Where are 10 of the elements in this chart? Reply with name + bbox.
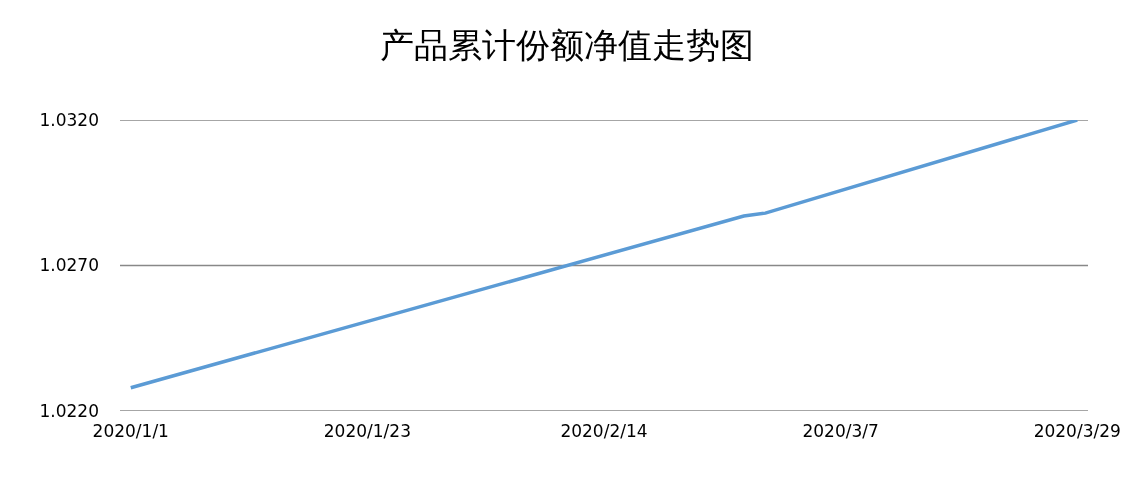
x-tick-label: 2020/3/29 bbox=[1033, 421, 1121, 441]
y-tick-label: 1.0220 bbox=[39, 400, 99, 421]
x-tick-label: 2020/1/23 bbox=[323, 421, 411, 441]
line-series bbox=[129, 120, 1079, 390]
y-tick-label: 1.0270 bbox=[39, 255, 99, 276]
chart-title: 产品累计份额净值走势图 bbox=[379, 25, 754, 66]
x-tick-label: 2020/3/7 bbox=[802, 421, 879, 441]
x-tick-label: 2020/2/14 bbox=[560, 421, 648, 441]
y-tick-label: 1.0320 bbox=[39, 109, 99, 130]
x-tick-label: 2020/1/1 bbox=[92, 421, 169, 441]
